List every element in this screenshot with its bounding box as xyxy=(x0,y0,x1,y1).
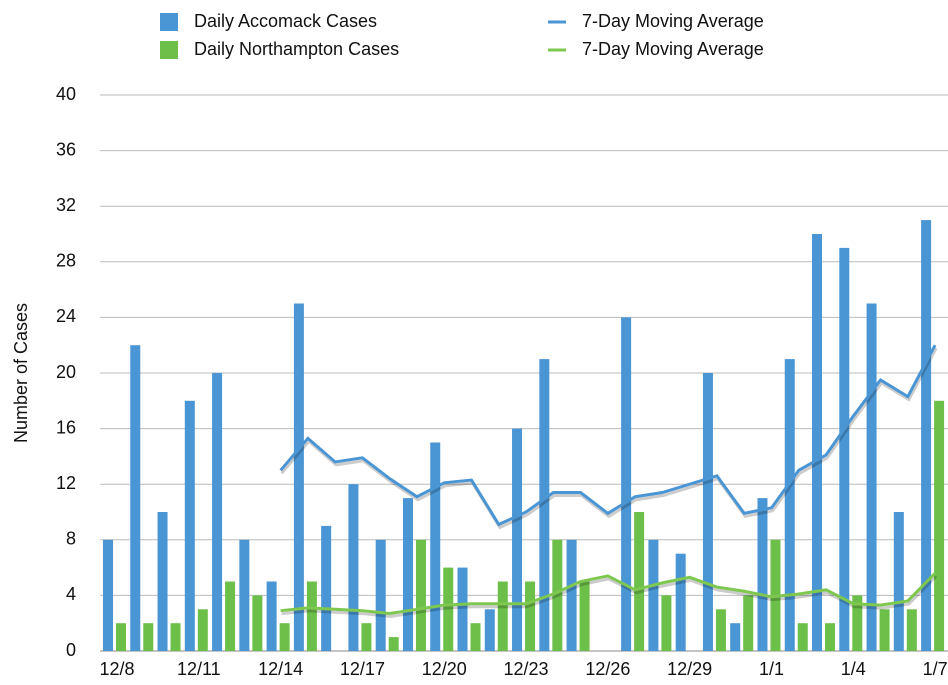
bar xyxy=(252,595,263,651)
bar xyxy=(525,581,536,651)
bar xyxy=(512,428,523,651)
line-shadow xyxy=(280,347,938,530)
bar xyxy=(130,345,141,651)
legend-swatch xyxy=(160,41,178,59)
bar xyxy=(648,539,659,651)
bar xyxy=(839,247,850,651)
bar xyxy=(784,359,795,651)
y-tick-label: 4 xyxy=(66,584,76,604)
bar xyxy=(212,373,223,651)
x-tick-label: 12/20 xyxy=(422,659,467,679)
bar xyxy=(497,581,508,651)
bar xyxy=(184,400,195,651)
line-shadow xyxy=(281,575,938,618)
bar xyxy=(906,609,917,651)
x-tick-label: 12/14 xyxy=(258,659,303,679)
bar xyxy=(866,303,877,651)
bar xyxy=(239,539,250,651)
bar xyxy=(484,609,495,651)
bar xyxy=(306,581,317,651)
bar xyxy=(197,609,208,651)
y-tick-label: 40 xyxy=(56,84,76,104)
x-tick-label: 1/4 xyxy=(841,659,866,679)
y-tick-label: 20 xyxy=(56,362,76,382)
bar xyxy=(266,581,277,651)
line xyxy=(280,572,937,615)
y-tick-label: 24 xyxy=(56,306,76,326)
x-tick-label: 1/1 xyxy=(759,659,784,679)
bar xyxy=(715,609,726,651)
bar xyxy=(757,498,768,651)
y-tick-label: 32 xyxy=(56,195,76,215)
bar xyxy=(402,498,413,651)
bar xyxy=(103,539,113,651)
bar xyxy=(661,595,672,651)
bar xyxy=(348,484,359,651)
bar xyxy=(415,539,426,651)
bar xyxy=(375,539,386,651)
x-tick-label: 1/7 xyxy=(923,659,948,679)
x-tick-label: 12/8 xyxy=(99,659,134,679)
x-tick-label: 12/23 xyxy=(504,659,549,679)
bar xyxy=(852,595,863,651)
legend-label: 7-Day Moving Average xyxy=(582,39,764,59)
bar xyxy=(321,525,332,651)
legend-label: Daily Accomack Cases xyxy=(194,11,377,31)
bar xyxy=(825,623,836,651)
bar xyxy=(430,442,441,651)
bar xyxy=(921,220,932,651)
legend-label: 7-Day Moving Average xyxy=(582,11,764,31)
bar xyxy=(743,595,754,651)
bar xyxy=(566,539,577,651)
bar xyxy=(934,400,945,651)
x-tick-label: 12/11 xyxy=(177,659,221,679)
bar xyxy=(730,623,741,651)
y-tick-label: 12 xyxy=(56,473,76,493)
y-tick-label: 16 xyxy=(56,417,76,437)
legend-swatch xyxy=(160,13,178,31)
y-tick-label: 28 xyxy=(56,251,76,271)
bar xyxy=(893,512,904,651)
y-tick-label: 8 xyxy=(66,529,76,549)
bar xyxy=(621,317,632,651)
bar xyxy=(879,609,890,651)
bar xyxy=(702,373,713,651)
bar xyxy=(293,303,304,651)
bar xyxy=(812,234,823,651)
y-tick-label: 0 xyxy=(66,640,76,660)
bar xyxy=(539,359,550,651)
x-tick-label: 12/26 xyxy=(585,659,630,679)
bar xyxy=(634,512,645,651)
y-axis-label: Number of Cases xyxy=(11,303,31,443)
bar xyxy=(443,567,454,651)
bar xyxy=(675,553,686,651)
bar xyxy=(552,539,563,651)
y-tick-label: 36 xyxy=(56,139,76,159)
line xyxy=(279,344,937,527)
bar xyxy=(470,623,481,651)
bar xyxy=(279,623,290,651)
bar xyxy=(116,623,126,651)
bar xyxy=(157,512,168,651)
x-tick-label: 12/17 xyxy=(340,659,385,679)
x-tick-label: 12/29 xyxy=(667,659,712,679)
bar xyxy=(579,581,590,651)
bar xyxy=(170,623,181,651)
bar xyxy=(457,567,468,651)
bar xyxy=(388,637,399,651)
legend-label: Daily Northampton Cases xyxy=(194,39,399,59)
bar xyxy=(361,623,372,651)
bar xyxy=(225,581,236,651)
bar xyxy=(797,623,808,651)
bar xyxy=(143,623,154,651)
